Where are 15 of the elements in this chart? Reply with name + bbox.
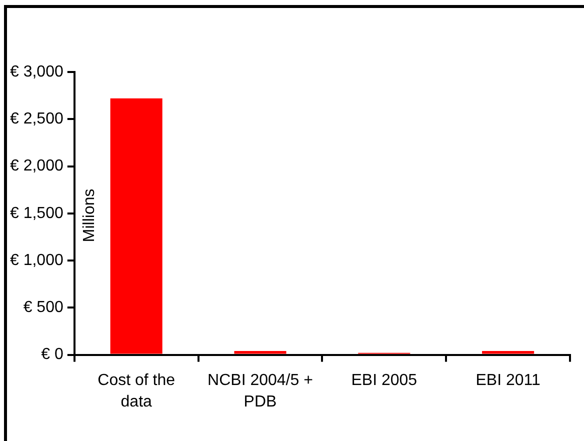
y-axis-title: Millions (80, 188, 98, 242)
y-tick-label: € 3,000 (10, 63, 64, 80)
bar (110, 98, 162, 354)
y-tick-label: € 2,000 (10, 158, 64, 175)
y-tick-label: € 2,500 (10, 110, 64, 128)
x-tick-label: EBI 2005 (351, 372, 418, 390)
y-tick-label: € 500 (23, 299, 64, 316)
y-tick-label: € 0 (41, 346, 64, 364)
x-tick-label: Cost of the data (98, 372, 176, 411)
bar (482, 351, 534, 354)
y-tick-label: € 1,500 (10, 204, 64, 222)
x-tick-label: EBI 2011 (476, 372, 540, 390)
bar (234, 351, 286, 354)
y-tick-label: € 1,000 (10, 252, 64, 269)
x-tick-label: NCBI 2004/5 + PDB (208, 372, 313, 411)
